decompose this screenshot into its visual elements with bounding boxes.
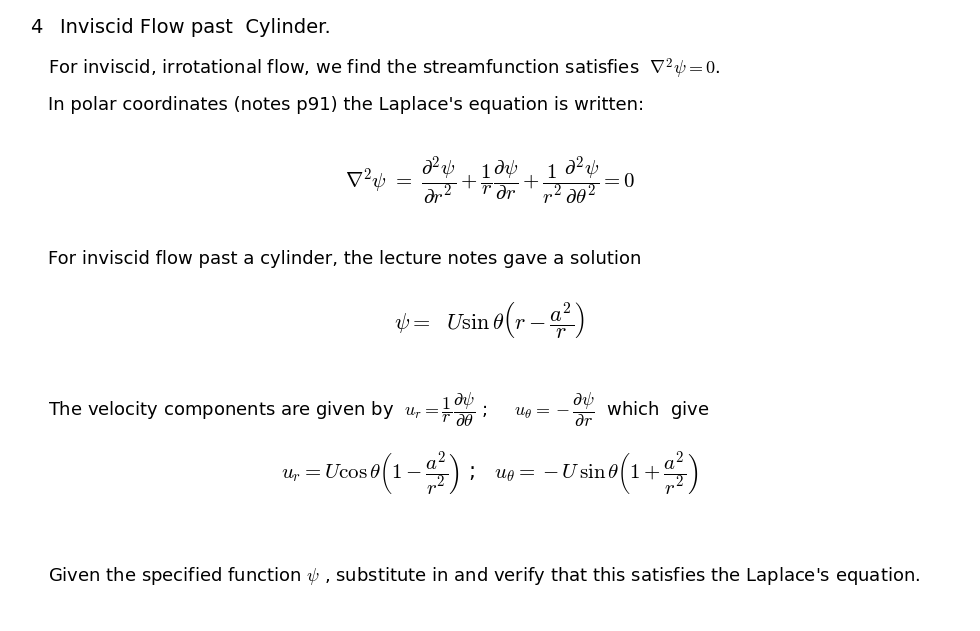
Text: Given the specified function $\psi$ , substitute in and verify that this satisfi: Given the specified function $\psi$ , su… — [48, 565, 920, 587]
Text: For inviscid flow past a cylinder, the lecture notes gave a solution: For inviscid flow past a cylinder, the l… — [48, 250, 641, 268]
Text: $u_r = U\cos\theta\left(1 - \dfrac{a^2}{r^2}\right)$ ;  $\ u_\theta = -U\,\sin\t: $u_r = U\cos\theta\left(1 - \dfrac{a^2}{… — [281, 450, 699, 498]
Text: $\nabla^2\psi \ = \ \dfrac{\partial^2\psi}{\partial r^2} + \dfrac{1}{r}\dfrac{\p: $\nabla^2\psi \ = \ \dfrac{\partial^2\ps… — [345, 155, 635, 208]
Text: 4: 4 — [30, 18, 42, 37]
Text: For inviscid, irrotational flow, we find the streamfunction satisfies  $\mathbf{: For inviscid, irrotational flow, we find… — [48, 56, 720, 81]
Text: Inviscid Flow past  Cylinder.: Inviscid Flow past Cylinder. — [60, 18, 330, 37]
Text: The velocity components are given by  $u_r = \dfrac{1}{r}\dfrac{\partial\psi}{\p: The velocity components are given by $u_… — [48, 390, 710, 428]
Text: $\psi = \ \ U\sin\theta\left(r - \dfrac{a^2}{r}\right)$: $\psi = \ \ U\sin\theta\left(r - \dfrac{… — [394, 300, 586, 341]
Text: In polar coordinates (notes p91) the Laplace's equation is written:: In polar coordinates (notes p91) the Lap… — [48, 96, 644, 114]
